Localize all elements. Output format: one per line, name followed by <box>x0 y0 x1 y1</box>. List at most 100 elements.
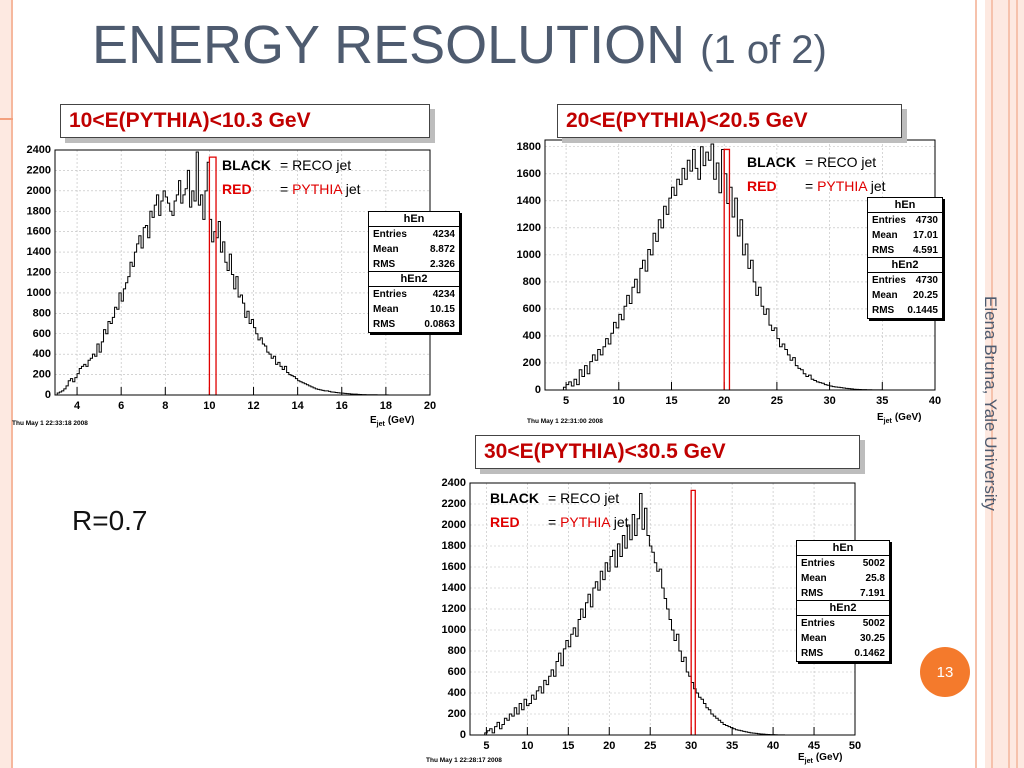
right-decor-stripe-1 <box>975 0 977 768</box>
y-tick-label: 800 <box>33 307 51 319</box>
stats-label: Entries <box>801 558 835 569</box>
legend-red-key: RED <box>747 178 777 194</box>
stats-value: 8.872 <box>429 244 455 255</box>
x-tick-label: 50 <box>849 740 861 752</box>
legend-red-eq: = <box>548 514 557 530</box>
y-tick-label: 600 <box>448 666 466 678</box>
x-tick-label: 6 <box>118 400 124 412</box>
stats-label: Entries <box>872 275 906 286</box>
stats-value: 4730 <box>915 275 938 286</box>
stats-value: 0.1445 <box>907 305 938 316</box>
y-tick-label: 2400 <box>27 144 51 156</box>
y-tick-label: 2200 <box>442 498 466 510</box>
y-tick-label: 1400 <box>442 582 466 594</box>
x-tick-label: 20 <box>718 395 730 407</box>
legend-black-text: = RECO jet <box>280 157 352 173</box>
stats-value: 4234 <box>432 289 455 300</box>
legend-red-key: RED <box>222 181 252 197</box>
histogram-panel-2: 0 200 400 600 800 1000 1200 1400 1600 1800 5 10 15 20… <box>505 135 945 430</box>
stats-value: 25.8 <box>865 573 885 584</box>
bin-title-1: 10<E(PYTHIA)<10.3 GeV <box>60 104 430 138</box>
y-tick-label: 0 <box>45 389 51 401</box>
legend-red-pythia: PYTHIA <box>560 514 610 530</box>
stats-label: Mean <box>801 573 827 584</box>
legend-red-pythia: PYTHIA <box>292 181 342 197</box>
stats-box-1: hEn Entries 4234 Mean 8.872 RMS 2.326 hEn2 … <box>368 211 460 333</box>
x-tick-label: 45 <box>808 740 820 752</box>
bin-title-2: 20<E(PYTHIA)<20.5 GeV <box>557 104 902 138</box>
stats-hen-header: hEn <box>369 212 459 227</box>
histogram-pythia-bin <box>208 156 217 395</box>
x-tick-label: 25 <box>771 395 783 407</box>
x-axis-label-2: Ejet (GeV) <box>877 412 922 425</box>
stats-label: Mean <box>373 244 399 255</box>
y-tick-label: 2000 <box>442 519 466 531</box>
stats-label: RMS <box>801 588 824 599</box>
x-tick-label: 30 <box>685 740 697 752</box>
legend-1: BLACK = RECO jet RED = PYTHIA jet <box>222 153 361 201</box>
legend-black-key: BLACK <box>490 490 539 506</box>
x-tick-label: 18 <box>380 400 392 412</box>
x-tick-label: 12 <box>247 400 259 412</box>
stats-value: 4730 <box>915 215 938 226</box>
y-tick-label: 1200 <box>27 267 51 279</box>
x-tick-label: 5 <box>483 740 489 752</box>
legend-3: BLACK = RECO jet RED = PYTHIA jet <box>490 486 629 534</box>
stats-label: Mean <box>872 290 898 301</box>
y-tick-label: 1800 <box>27 205 51 217</box>
left-decor-bar <box>0 0 13 768</box>
stats-hen-header: hEn <box>797 541 889 556</box>
stats-label: RMS <box>373 259 396 270</box>
legend-red-eq: = <box>280 181 289 197</box>
histogram-pythia-bin <box>723 148 731 390</box>
author-side-text: Elena Bruna, Yale University <box>981 296 1000 511</box>
histogram-reco-line <box>545 143 935 391</box>
stats-value: 5002 <box>862 558 885 569</box>
stats-value: 5002 <box>862 618 885 629</box>
histogram-reco-line <box>470 493 854 736</box>
left-decor-line <box>0 118 13 120</box>
y-tick-label: 0 <box>460 729 466 741</box>
y-tick-label: 1000 <box>27 287 51 299</box>
y-tick-label: 800 <box>523 276 541 288</box>
y-tick-label: 1400 <box>517 195 541 207</box>
stats-value: 0.1462 <box>854 648 885 659</box>
histogram-panel-1: 0 200 400 600 800 1000 1200 1400 1600 1800 2000 220… <box>10 144 460 430</box>
x-tick-label: 10 <box>613 395 625 407</box>
y-tick-label: 1600 <box>442 561 466 573</box>
x-tick-label: 16 <box>336 400 348 412</box>
y-tick-label: 0 <box>535 384 541 396</box>
cone-radius-text: R=0.7 <box>72 505 148 536</box>
stats-label: Entries <box>373 289 407 300</box>
legend-black-text: = RECO jet <box>548 490 620 506</box>
stats-box-3: hEn Entries 5002 Mean 25.8 RMS 7.191 hEn2 E… <box>796 540 890 662</box>
stats-value: 4234 <box>432 229 455 240</box>
x-tick-label: 15 <box>562 740 574 752</box>
stats-hen-header: hEn <box>868 198 942 213</box>
stats-label: RMS <box>872 305 895 316</box>
right-decor-stripe-3 <box>1008 0 1010 768</box>
y-tick-label: 1000 <box>442 624 466 636</box>
stats-value: 2.326 <box>429 259 455 270</box>
right-decor-stripe-2 <box>991 0 993 768</box>
histogram-1-svg: 0 200 400 600 800 1000 1200 1400 1600 1800 2000 220… <box>12 144 436 428</box>
timestamp-2: Thu May 1 22:31:00 2008 <box>527 418 603 425</box>
x-tick-label: 14 <box>292 400 305 412</box>
x-tick-label: 35 <box>726 740 738 752</box>
y-tick-label: 1000 <box>517 249 541 261</box>
y-tick-label: 400 <box>33 348 51 360</box>
histogram-panel-3: 0 200 400 600 800 1000 1200 1400 1600 1800 2000 220… <box>420 477 890 768</box>
slide-title-sub: (1 of 2) <box>700 28 827 72</box>
histogram-reco-line <box>56 151 428 396</box>
right-decor-stripe-4 <box>1016 0 1018 768</box>
stats-label: RMS <box>801 648 824 659</box>
y-tick-label: 1800 <box>517 141 541 153</box>
legend-2: BLACK = RECO jet RED = PYTHIA jet <box>747 150 886 198</box>
x-axis-label-3: Ejet (GeV) <box>798 752 843 765</box>
x-tick-label: 4 <box>74 400 81 412</box>
stats-value: 0.0863 <box>424 319 455 330</box>
x-tick-label: 5 <box>563 395 569 407</box>
y-tick-label: 1400 <box>27 246 51 258</box>
x-tick-label: 8 <box>162 400 168 412</box>
legend-red-key: RED <box>490 514 520 530</box>
